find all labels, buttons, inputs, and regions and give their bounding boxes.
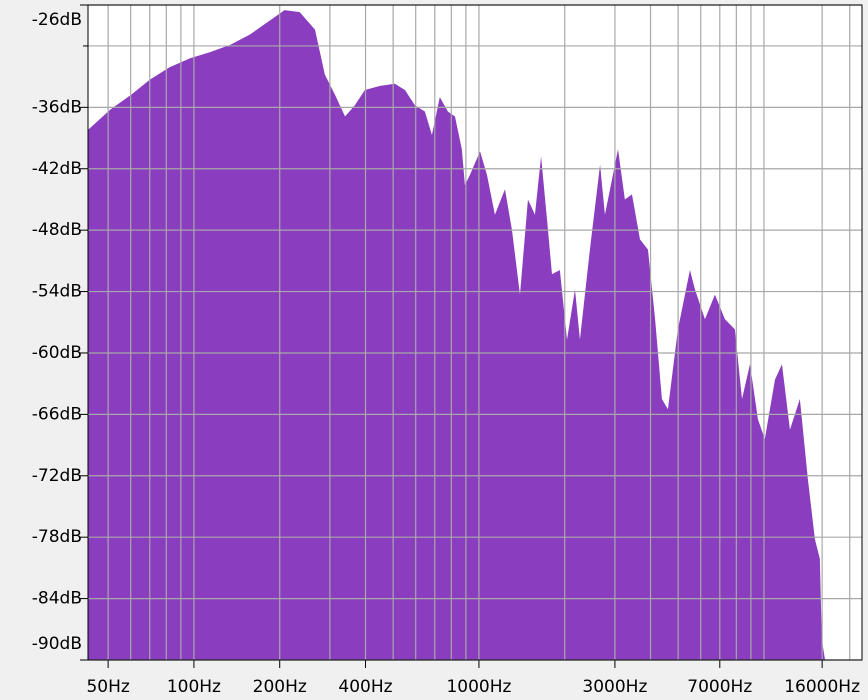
x-tick-label: 16000Hz xyxy=(784,677,860,697)
x-tick-label: 3000Hz xyxy=(582,677,647,697)
x-tick-label: 400Hz xyxy=(338,677,392,697)
y-tick-label: -48dB xyxy=(32,220,82,240)
y-tick-label: -26dB xyxy=(32,10,82,30)
y-tick-label: -60dB xyxy=(32,343,82,363)
y-tick-label: -84dB xyxy=(32,589,82,609)
y-tick-label: -42dB xyxy=(32,159,82,179)
y-tick-label: -36dB xyxy=(32,97,82,117)
y-tick-label: -78dB xyxy=(32,527,82,547)
x-tick-label: 100Hz xyxy=(167,677,221,697)
spectrum-area xyxy=(88,10,825,660)
y-tick-label: -90dB xyxy=(32,634,82,654)
x-tick-label: 1000Hz xyxy=(446,677,511,697)
y-tick-label: -72dB xyxy=(32,466,82,486)
x-tick-label: 7000Hz xyxy=(687,677,752,697)
plot-border xyxy=(87,4,863,661)
y-tick-label: -54dB xyxy=(32,282,82,302)
x-tick-label: 50Hz xyxy=(86,677,129,697)
x-tick-label: 200Hz xyxy=(253,677,307,697)
y-tick-label: -66dB xyxy=(32,404,82,424)
